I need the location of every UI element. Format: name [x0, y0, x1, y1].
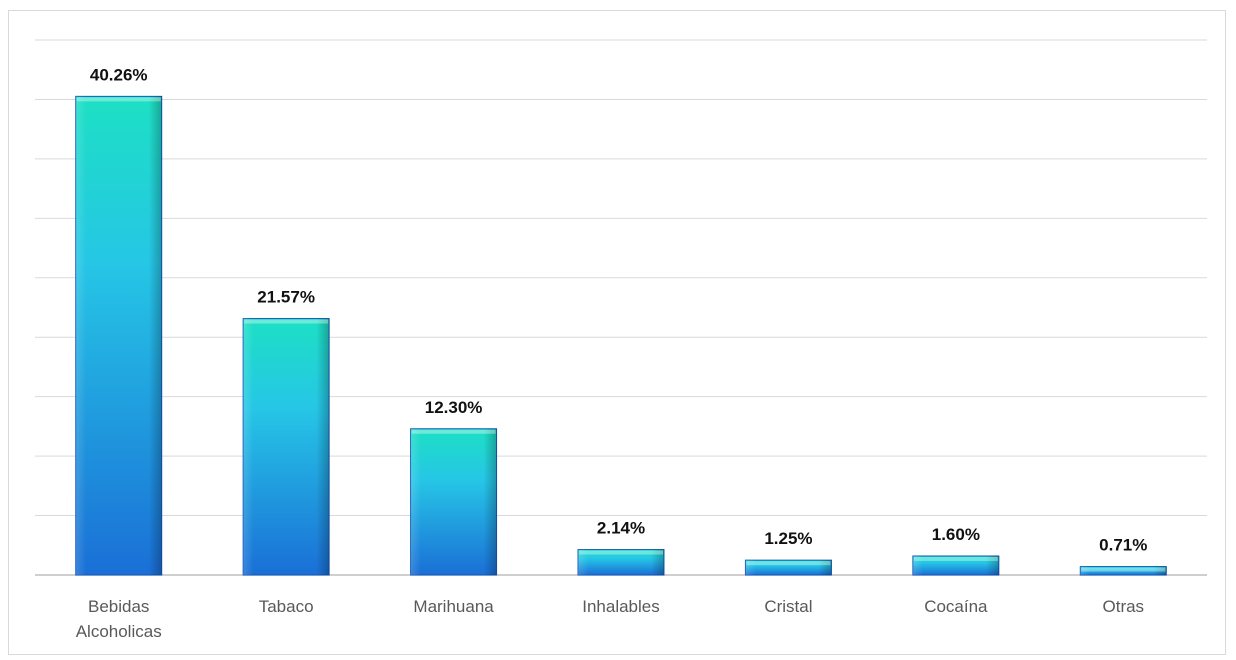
- data-label: 1.25%: [764, 529, 812, 548]
- x-tick-label: Marihuana: [413, 597, 494, 616]
- data-labels: 40.26% 21.57% 12.30% 2.14% 1.25% 1.60% 0.71%: [90, 65, 1148, 554]
- data-label: 0.71%: [1099, 536, 1147, 555]
- data-label: 1.60%: [932, 525, 980, 544]
- data-label: 2.14%: [597, 519, 645, 538]
- bar: [577, 549, 665, 576]
- x-axis-labels: Bebidas Alcoholicas Tabaco Marihuana Inhalab…: [76, 597, 1144, 641]
- x-tick-label: Inhalables: [582, 597, 660, 616]
- x-tick-label: Cocaína: [924, 597, 988, 616]
- data-label: 21.57%: [257, 288, 315, 307]
- x-tick-label: Bebidas Alcoholicas: [76, 597, 162, 641]
- x-tick-label: Tabaco: [259, 597, 314, 616]
- data-label: 40.26%: [90, 65, 148, 84]
- bar: [242, 318, 330, 576]
- x-tick-label: Cristal: [764, 597, 812, 616]
- bar: [410, 428, 498, 576]
- bars: [75, 95, 1167, 576]
- bar: [75, 95, 163, 576]
- chart-frame: [8, 10, 1226, 655]
- bar: [1079, 566, 1167, 576]
- bar: [912, 555, 1000, 576]
- bar: [744, 559, 832, 576]
- data-label: 12.30%: [425, 398, 483, 417]
- gridlines: [35, 39, 1207, 576]
- x-tick-label: Otras: [1103, 597, 1145, 616]
